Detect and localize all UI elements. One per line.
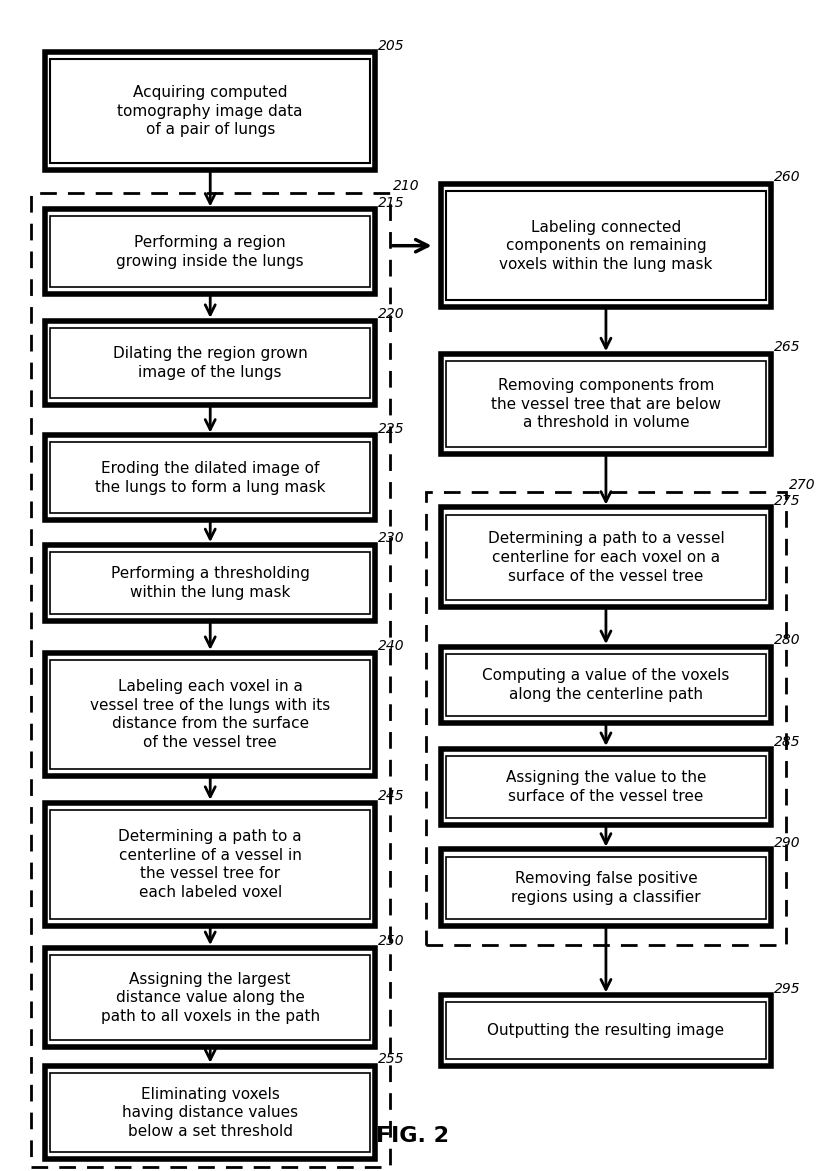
FancyBboxPatch shape: [441, 995, 770, 1066]
Text: 225: 225: [378, 422, 405, 436]
FancyBboxPatch shape: [50, 328, 370, 398]
FancyBboxPatch shape: [45, 1066, 375, 1159]
FancyBboxPatch shape: [441, 354, 770, 453]
Text: 255: 255: [378, 1052, 405, 1066]
Text: 290: 290: [774, 836, 800, 850]
Text: 295: 295: [774, 981, 800, 995]
Text: 250: 250: [378, 934, 405, 949]
FancyBboxPatch shape: [441, 184, 770, 307]
FancyBboxPatch shape: [446, 653, 765, 715]
FancyBboxPatch shape: [50, 1073, 370, 1152]
Text: Assigning the value to the
surface of the vessel tree: Assigning the value to the surface of th…: [505, 771, 706, 803]
Text: 270: 270: [789, 478, 815, 492]
FancyBboxPatch shape: [446, 1002, 765, 1059]
FancyBboxPatch shape: [45, 949, 375, 1047]
FancyBboxPatch shape: [441, 749, 770, 824]
Text: Dilating the region grown
image of the lungs: Dilating the region grown image of the l…: [113, 347, 307, 379]
FancyBboxPatch shape: [45, 803, 375, 925]
FancyBboxPatch shape: [446, 361, 765, 446]
Text: 240: 240: [378, 639, 405, 653]
FancyBboxPatch shape: [441, 508, 770, 607]
Text: 230: 230: [378, 532, 405, 546]
FancyBboxPatch shape: [50, 660, 370, 768]
FancyBboxPatch shape: [45, 436, 375, 520]
Text: Acquiring computed
tomography image data
of a pair of lungs: Acquiring computed tomography image data…: [117, 85, 303, 137]
FancyBboxPatch shape: [50, 552, 370, 614]
Text: 260: 260: [774, 171, 800, 184]
Text: Eroding the dilated image of
the lungs to form a lung mask: Eroding the dilated image of the lungs t…: [95, 461, 325, 494]
Text: Removing false positive
regions using a classifier: Removing false positive regions using a …: [511, 871, 700, 904]
FancyBboxPatch shape: [446, 857, 765, 918]
Text: Outputting the resulting image: Outputting the resulting image: [487, 1023, 724, 1038]
FancyBboxPatch shape: [45, 210, 375, 294]
Text: Performing a region
growing inside the lungs: Performing a region growing inside the l…: [116, 235, 304, 268]
FancyBboxPatch shape: [446, 756, 765, 817]
Text: 210: 210: [393, 179, 419, 193]
Text: Assigning the largest
distance value along the
path to all voxels in the path: Assigning the largest distance value alo…: [101, 972, 320, 1023]
Text: Labeling connected
components on remaining
voxels within the lung mask: Labeling connected components on remaini…: [499, 220, 712, 272]
Text: 275: 275: [774, 494, 800, 508]
Text: Computing a value of the voxels
along the centerline path: Computing a value of the voxels along th…: [482, 669, 729, 701]
FancyBboxPatch shape: [50, 956, 370, 1040]
Text: 215: 215: [378, 196, 405, 210]
Text: 280: 280: [774, 634, 800, 646]
Text: Performing a thresholding
within the lung mask: Performing a thresholding within the lun…: [110, 567, 310, 600]
FancyBboxPatch shape: [50, 443, 370, 513]
FancyBboxPatch shape: [441, 850, 770, 925]
FancyBboxPatch shape: [50, 810, 370, 918]
Text: 265: 265: [774, 341, 800, 354]
FancyBboxPatch shape: [446, 515, 765, 600]
Text: Determining a path to a
centerline of a vessel in
the vessel tree for
each label: Determining a path to a centerline of a …: [119, 829, 302, 899]
FancyBboxPatch shape: [446, 191, 765, 300]
Text: Determining a path to a vessel
centerline for each voxel on a
surface of the ves: Determining a path to a vessel centerlin…: [487, 532, 724, 583]
Text: 220: 220: [378, 307, 405, 321]
FancyBboxPatch shape: [50, 217, 370, 287]
Text: 245: 245: [378, 789, 405, 803]
Text: FIG. 2: FIG. 2: [376, 1125, 448, 1146]
FancyBboxPatch shape: [45, 321, 375, 405]
Text: Labeling each voxel in a
vessel tree of the lungs with its
distance from the sur: Labeling each voxel in a vessel tree of …: [90, 679, 330, 749]
FancyBboxPatch shape: [50, 60, 370, 163]
FancyBboxPatch shape: [45, 546, 375, 621]
FancyBboxPatch shape: [441, 646, 770, 723]
Text: Eliminating voxels
having distance values
below a set threshold: Eliminating voxels having distance value…: [122, 1087, 298, 1138]
Text: 285: 285: [774, 735, 800, 749]
Text: 205: 205: [378, 39, 405, 53]
FancyBboxPatch shape: [45, 53, 375, 170]
FancyBboxPatch shape: [45, 653, 375, 775]
Text: Removing components from
the vessel tree that are below
a threshold in volume: Removing components from the vessel tree…: [491, 378, 720, 430]
